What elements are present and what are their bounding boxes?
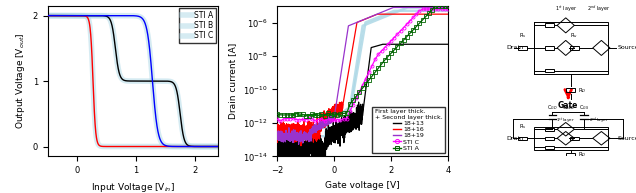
Bar [566, 88, 575, 92]
STI A [53, 14, 60, 17]
Text: R$_D$: R$_D$ [578, 150, 586, 159]
Text: R$_D$: R$_D$ [578, 86, 586, 95]
Text: R$_u$: R$_u$ [570, 31, 578, 40]
STI B [53, 14, 60, 17]
X-axis label: Input Voltage [V$_{in}$]: Input Voltage [V$_{in}$] [91, 181, 175, 193]
Bar [546, 69, 554, 72]
Text: C$_{GS}$: C$_{GS}$ [579, 103, 589, 112]
STI C [44, 14, 52, 17]
STI A [181, 139, 188, 141]
Text: C$_{GD}$: C$_{GD}$ [547, 103, 558, 112]
STI C [218, 145, 225, 148]
Text: Source: Source [618, 45, 636, 50]
Text: Gate: Gate [558, 101, 578, 110]
Y-axis label: Output Voltage [V$_{out}$]: Output Voltage [V$_{out}$] [14, 33, 27, 129]
Bar [518, 46, 527, 50]
Bar [546, 146, 554, 149]
Text: Drain: Drain [507, 136, 524, 141]
Line: STI B: STI B [48, 16, 221, 146]
Bar [570, 137, 579, 140]
Line: STI C: STI C [48, 16, 221, 146]
Text: 2$^{nd}$ layer: 2$^{nd}$ layer [587, 4, 611, 14]
STI B [44, 14, 52, 17]
STI C [181, 145, 188, 148]
STI A [124, 80, 132, 82]
X-axis label: Gate voltage [V]: Gate voltage [V] [325, 181, 400, 190]
Text: 1$^{st}$ layer: 1$^{st}$ layer [555, 4, 577, 14]
STI B [212, 145, 220, 148]
STI B [181, 145, 188, 148]
Bar [534, 22, 607, 74]
Bar [566, 153, 575, 157]
Bar [546, 46, 554, 50]
STI A [44, 14, 52, 17]
Text: Gate: Gate [562, 105, 574, 110]
Text: R$_s$: R$_s$ [519, 31, 527, 40]
Bar [546, 137, 554, 140]
STI C [124, 14, 132, 17]
STI B [218, 145, 225, 148]
STI C [212, 145, 220, 148]
STI B [212, 145, 220, 148]
Line: STI A: STI A [48, 16, 221, 146]
STI A [218, 145, 225, 148]
Text: R$_s$: R$_s$ [519, 122, 527, 131]
Bar [518, 137, 527, 140]
STI B [128, 145, 136, 148]
Legend: STI A, STI B, STI C: STI A, STI B, STI C [179, 8, 216, 43]
Bar [570, 46, 579, 50]
STI A [212, 145, 220, 148]
STI C [128, 14, 136, 17]
Bar [546, 128, 554, 131]
STI A [212, 145, 220, 148]
STI A [128, 80, 136, 82]
STI C [53, 14, 60, 17]
Y-axis label: Drain current [A]: Drain current [A] [228, 43, 237, 119]
Text: 2$^{nd}$ layer: 2$^{nd}$ layer [589, 116, 609, 126]
Text: Source: Source [618, 136, 636, 141]
Text: 1$^{st}$ layer: 1$^{st}$ layer [556, 117, 576, 126]
Bar [546, 24, 554, 27]
Bar [534, 127, 607, 150]
Text: Drain: Drain [507, 45, 524, 50]
STI C [212, 145, 220, 148]
STI B [124, 145, 132, 148]
Legend: 18+13, 18+16, 18+19, STI C, STI A: 18+13, 18+16, 18+19, STI C, STI A [372, 107, 445, 153]
